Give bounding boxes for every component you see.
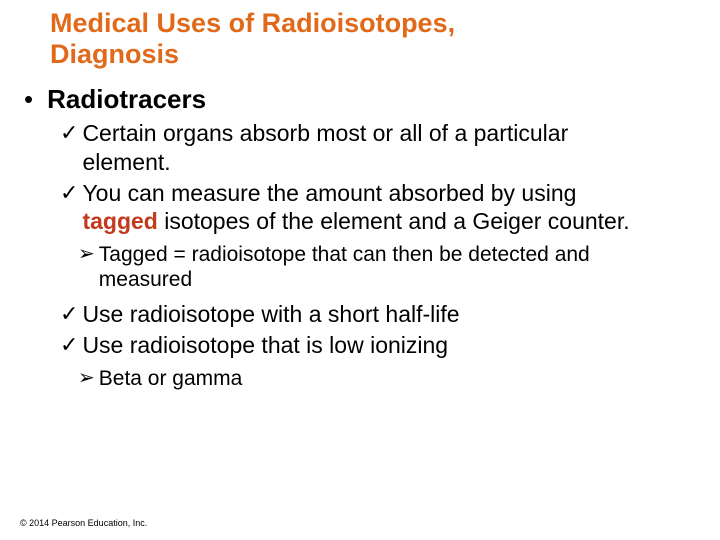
arrow-icon: ➢ — [78, 242, 95, 266]
check-item: ✓ Certain organs absorb most or all of a… — [60, 119, 700, 177]
check-text: Use radioisotope with a short half-life — [82, 300, 459, 329]
arrow-text: Tagged = radioisotope that can then be d… — [99, 242, 639, 292]
check-icon: ✓ — [60, 119, 78, 147]
check-text: You can measure the amount absorbed by u… — [82, 179, 642, 237]
check-icon: ✓ — [60, 179, 78, 207]
check-text: Certain organs absorb most or all of a p… — [82, 119, 642, 177]
title-line-1: Medical Uses of Radioisotopes, — [50, 8, 455, 38]
check-icon: ✓ — [60, 300, 78, 328]
arrow-icon: ➢ — [78, 366, 95, 390]
slide-title: Medical Uses of Radioisotopes, Diagnosis — [50, 8, 700, 70]
topic-row: • Radiotracers — [20, 84, 700, 115]
bullet-dot-icon: • — [24, 86, 33, 112]
check-icon: ✓ — [60, 331, 78, 359]
check-item: ✓ You can measure the amount absorbed by… — [60, 179, 700, 237]
topic-label: Radiotracers — [47, 84, 206, 115]
check-item: ✓ Use radioisotope with a short half-lif… — [60, 300, 700, 329]
tagged-word: tagged — [82, 208, 157, 234]
title-line-2: Diagnosis — [50, 39, 179, 69]
arrow-item: ➢ Tagged = radioisotope that can then be… — [78, 242, 700, 292]
check-text: Use radioisotope that is low ionizing — [82, 331, 448, 360]
check-item: ✓ Use radioisotope that is low ionizing — [60, 331, 700, 360]
arrow-item: ➢ Beta or gamma — [78, 366, 700, 391]
copyright-notice: © 2014 Pearson Education, Inc. — [20, 518, 147, 528]
arrow-text: Beta or gamma — [99, 366, 243, 391]
